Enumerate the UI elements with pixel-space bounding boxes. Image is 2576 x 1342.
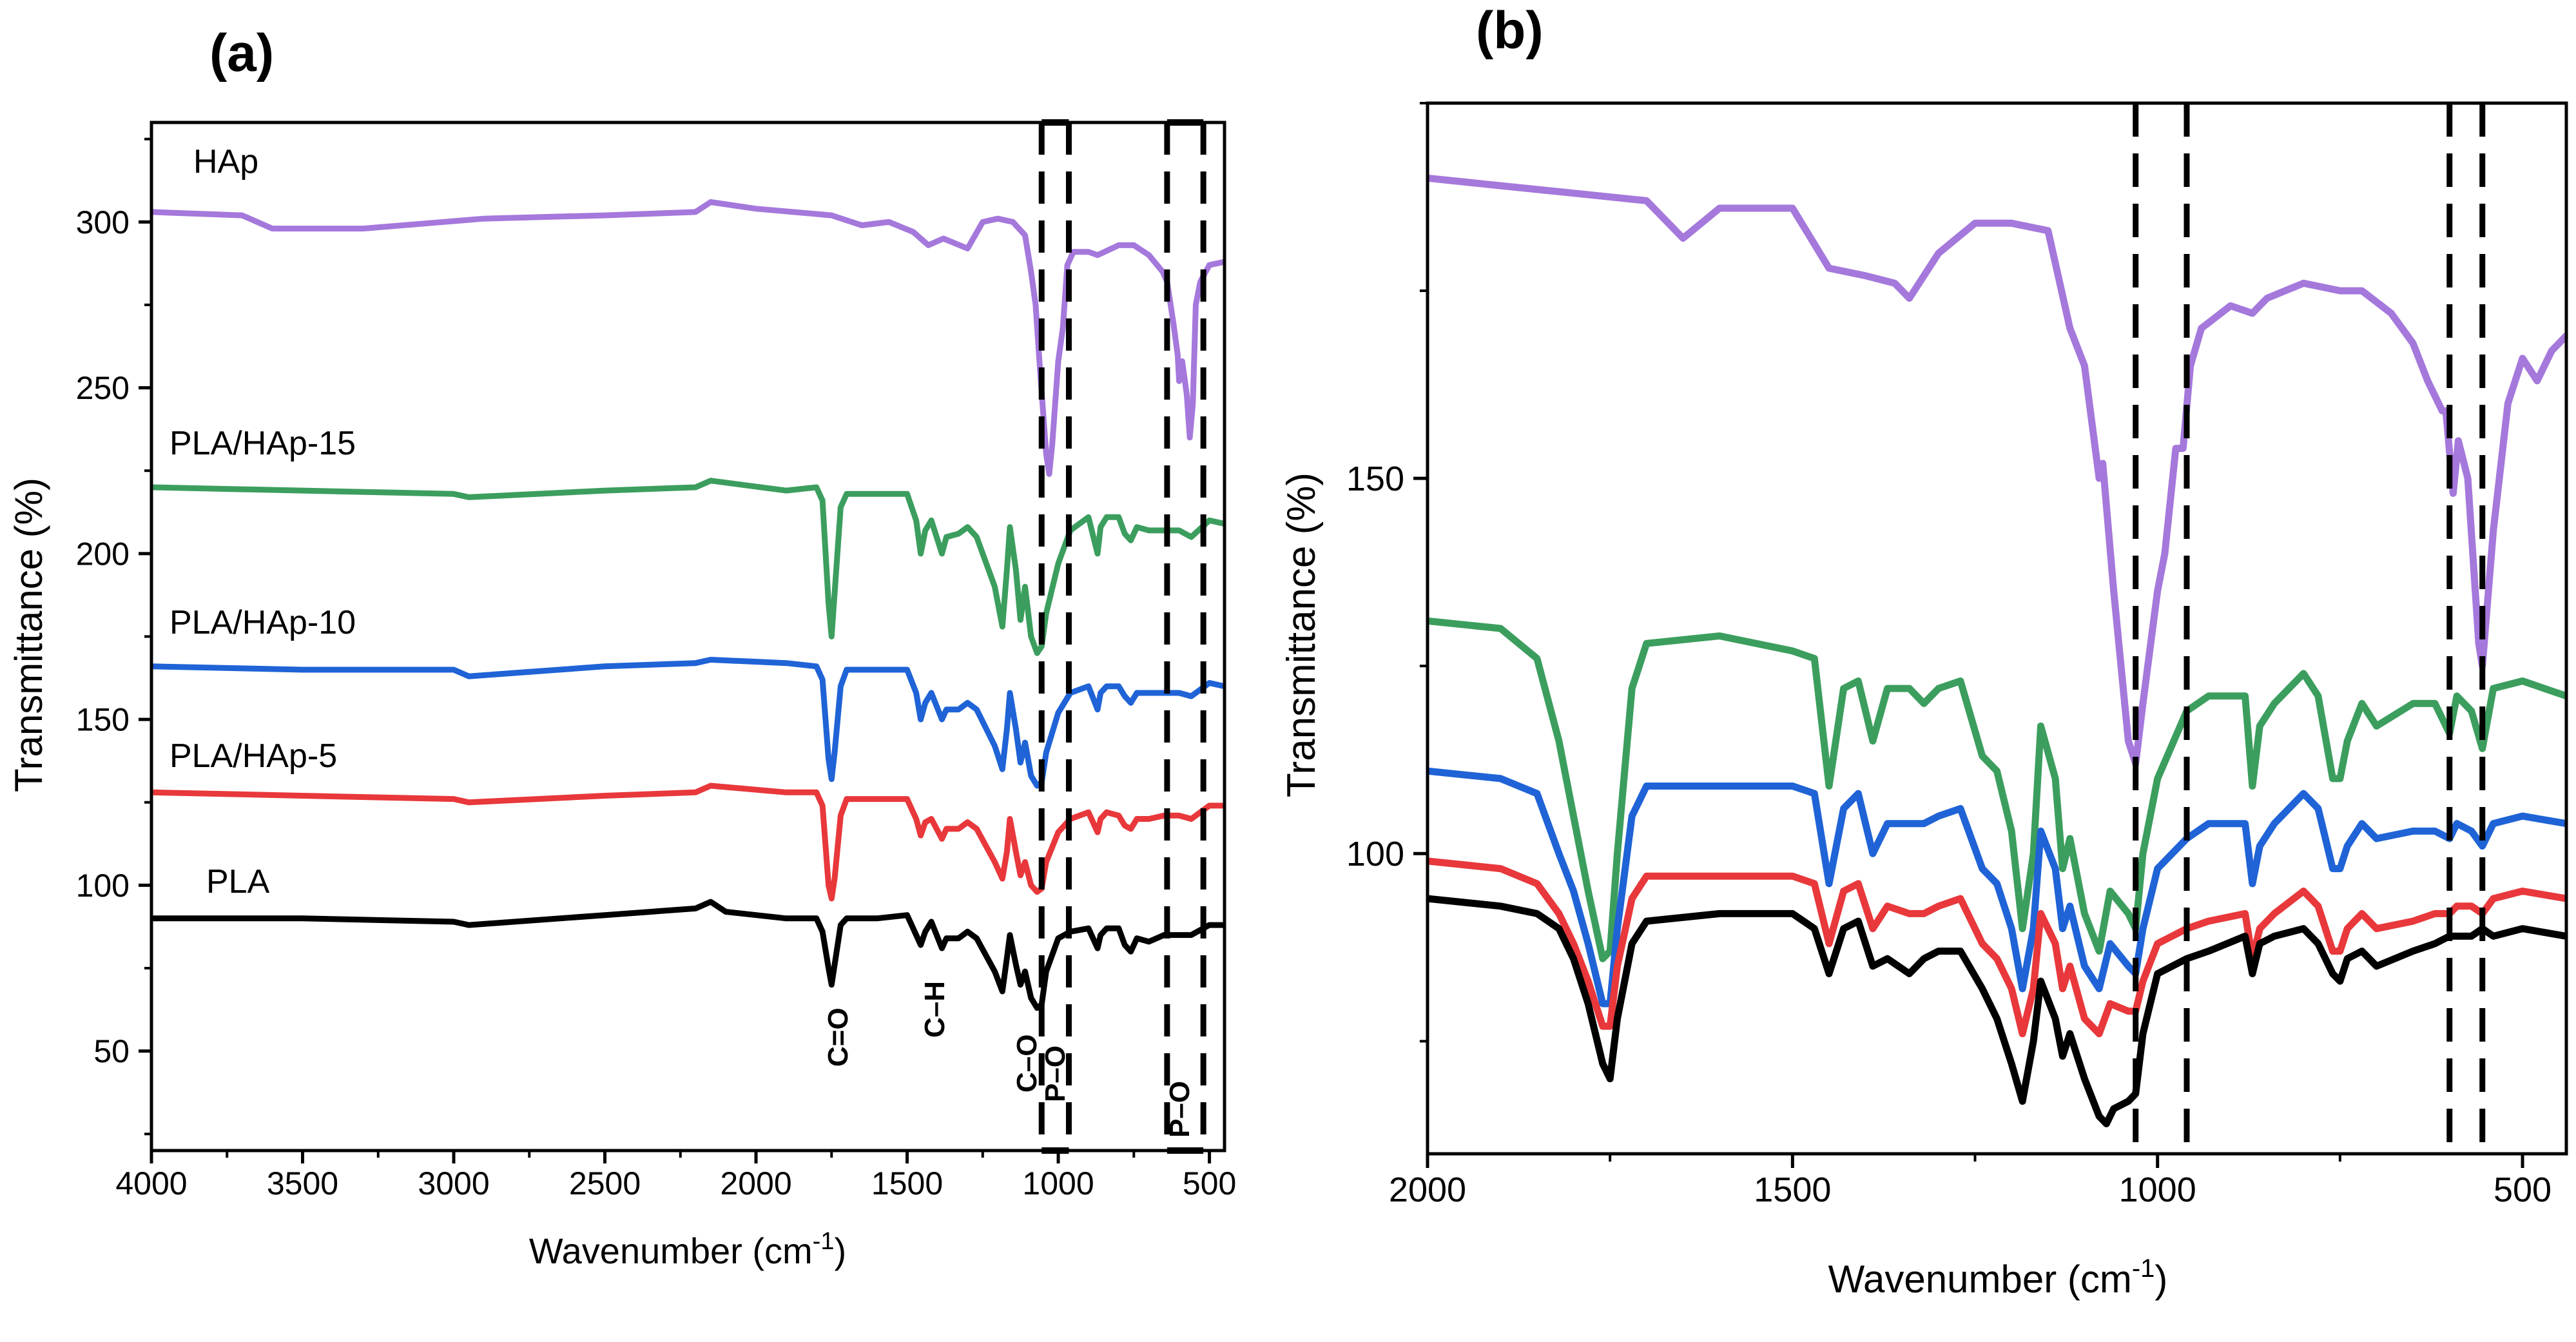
- panel-b-frame: [1426, 101, 2568, 1156]
- y-tick-label: 100: [1346, 835, 1404, 873]
- panel-a-label: (a): [209, 24, 274, 83]
- x-tick-label: 500: [1183, 1165, 1236, 1201]
- series-line-pla-hap-15: [151, 478, 1225, 656]
- annotation-p-o-1: P–O: [1040, 1045, 1071, 1102]
- y-tick-label: 100: [76, 868, 130, 904]
- panel-a-y-axis: 50 100 150 200 250 300: [76, 137, 151, 1136]
- x-tick-label: 4000: [115, 1165, 187, 1201]
- panel-a-y-axis-title: Transmittance (%): [7, 478, 50, 792]
- y-tick-label: 150: [1346, 460, 1404, 498]
- legend-label-pla-hap-5: PLA/HAp-5: [169, 737, 337, 775]
- panel-a-x-axis: 4000 3500 3000 2500 2000 1500 1000 500: [115, 1151, 1236, 1201]
- series-line-pla-hap-10: [1428, 767, 2566, 1007]
- panel-b-chart: (b) 2000 1500 1000 500 100 150 Wavenumber (c…: [1279, 1, 2568, 1301]
- x-tick-label: 1500: [1754, 1171, 1831, 1209]
- x-tick-label: 2000: [720, 1165, 791, 1201]
- panel-b-label: (b): [1476, 1, 1544, 60]
- x-tick-label: 3000: [418, 1165, 489, 1201]
- legend-label-pla-hap-15: PLA/HAp-15: [169, 425, 356, 462]
- series-line-pla-hap-5: [1428, 857, 2566, 1038]
- y-tick-label: 300: [76, 204, 130, 240]
- legend-label-pla-hap-10: PLA/HAp-10: [169, 604, 356, 641]
- series-line-hap: [151, 199, 1225, 477]
- series-line-pla-hap-5: [151, 783, 1225, 902]
- panel-b-x-axis-title: Wavenumber (cm-1): [1828, 1254, 2168, 1301]
- annotation-p-o-2: P–O: [1164, 1081, 1196, 1138]
- series-line-pla-hap-10: [151, 657, 1225, 789]
- annotation-c-o-double: C=O: [822, 1007, 854, 1067]
- x-tick-label: 2500: [569, 1165, 641, 1201]
- x-tick-label: 2000: [1389, 1171, 1466, 1209]
- series-line-pla: [1428, 895, 2566, 1127]
- legend-label-pla: PLA: [206, 863, 270, 900]
- panel-b-y-axis-title: Transmittance (%): [1279, 472, 1324, 797]
- legend-label-hap: HAp: [193, 143, 258, 180]
- x-tick-label: 3500: [267, 1165, 338, 1201]
- x-tick-label: 1500: [871, 1165, 943, 1201]
- panel-a-x-axis-title: Wavenumber (cm-1): [529, 1228, 846, 1271]
- x-tick-label: 1000: [2119, 1171, 2196, 1209]
- panel-b-y-axis: 100 150: [1346, 102, 1428, 1043]
- annotation-c-h: C–H: [919, 981, 951, 1038]
- y-tick-label: 50: [93, 1033, 130, 1069]
- series-line-hap: [1428, 174, 2566, 768]
- y-tick-label: 250: [76, 370, 130, 406]
- x-tick-label: 500: [2494, 1171, 2552, 1209]
- series-line-pla-hap-15: [1428, 617, 2566, 962]
- y-tick-label: 200: [76, 536, 130, 572]
- y-tick-label: 150: [76, 702, 130, 738]
- annotation-c-o: C–O: [1011, 1035, 1043, 1093]
- x-tick-label: 1000: [1022, 1165, 1094, 1201]
- series-line-pla: [151, 899, 1225, 1011]
- panel-a-chart: (a) 4000 3500 3000 2500 2000 1500 1000 500 50 10…: [7, 24, 1236, 1271]
- panel-b-x-axis: 2000 1500 1000 500: [1389, 1154, 2552, 1209]
